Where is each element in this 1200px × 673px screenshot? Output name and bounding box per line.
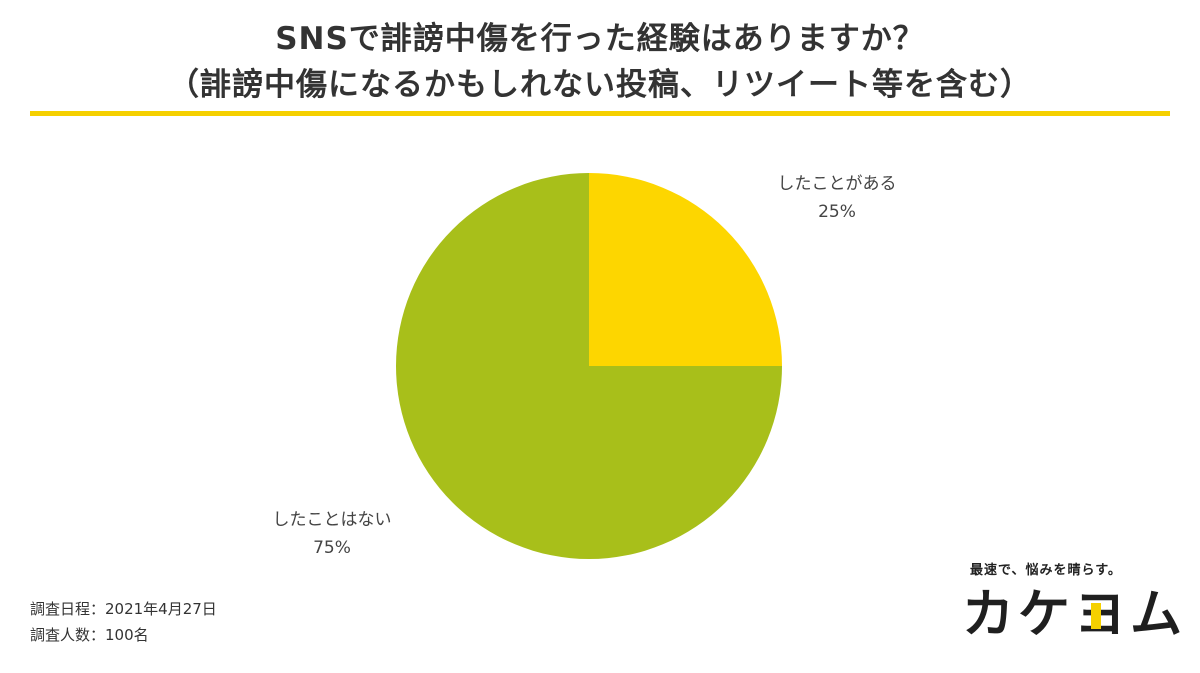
slice-label-yes: したことがある 25% — [737, 170, 937, 226]
slice-label-no: したことはない 75% — [232, 506, 432, 562]
pie-slice-yes — [589, 173, 782, 366]
chart-title-line-2: （誹謗中傷になるかもしれない投稿、リツイート等を含む） — [168, 67, 1032, 103]
chart-title: SNSで誹謗中傷を行った経験はありますか？ （誹謗中傷になるかもしれない投稿、リ… — [0, 16, 1200, 108]
survey-info: 調査日程：2021年4月27日 調査人数：100名 — [30, 596, 217, 648]
slice-label-yes-value: 25% — [818, 202, 856, 222]
slice-label-yes-name: したことがある — [777, 174, 897, 194]
chart-title-line-1: SNSで誹謗中傷を行った経験はありますか？ — [275, 21, 925, 57]
brand-logo-text: カケヨム — [962, 585, 1187, 645]
brand-logo: 最速で、悩みを晴らす。 カケヨム — [940, 545, 1190, 665]
title-underline — [30, 111, 1170, 116]
survey-date: 調査日程：2021年4月27日 — [30, 600, 217, 618]
slice-label-no-name: したことはない — [272, 510, 392, 530]
pie-slice-no — [396, 173, 782, 559]
brand-tagline: 最速で、悩みを晴らす。 — [970, 563, 1122, 578]
slice-label-no-value: 75% — [313, 538, 351, 558]
brand-accent-mark — [1091, 603, 1101, 629]
survey-count: 調査人数：100名 — [30, 626, 149, 644]
